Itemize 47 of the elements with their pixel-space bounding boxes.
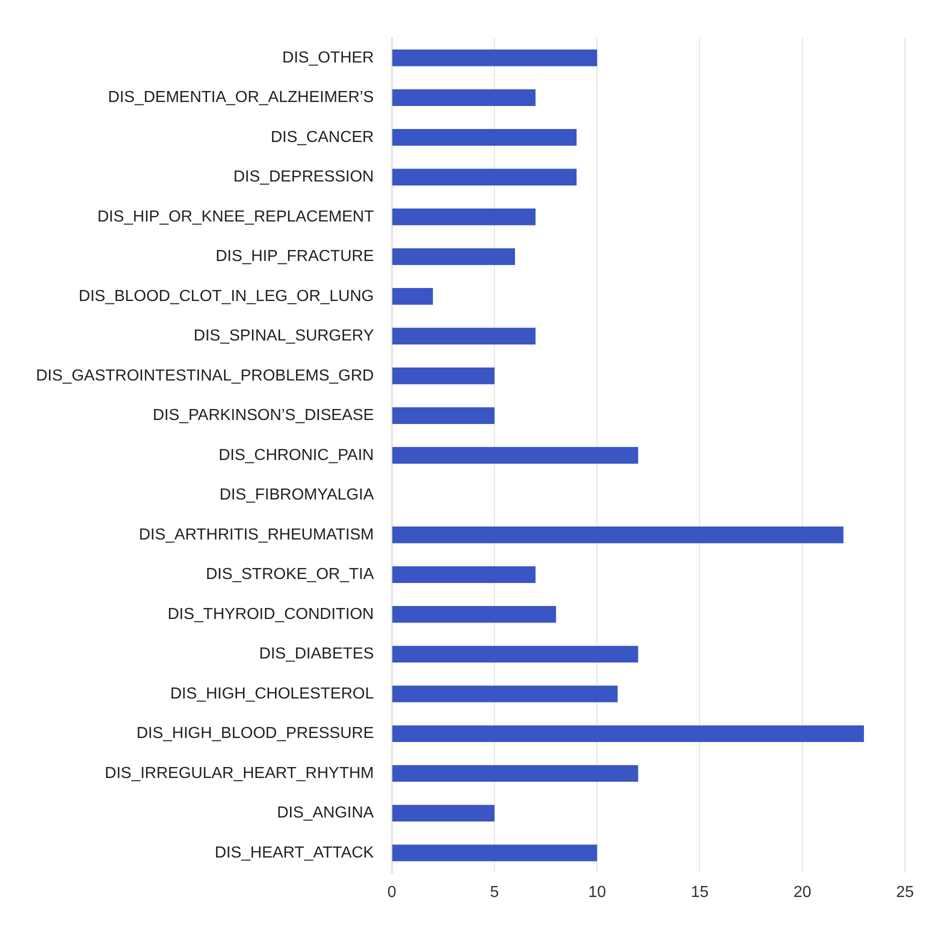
y-tick-label: DIS_CHRONIC_PAIN — [218, 446, 374, 464]
bar — [392, 368, 494, 384]
bar — [392, 248, 516, 265]
bar — [392, 725, 864, 742]
y-tick-label: DIS_PARKINSON’S_DISEASE — [152, 407, 374, 424]
bar — [392, 129, 577, 146]
y-tick-label: DIS_DIABETES — [259, 646, 374, 663]
y-tick-label: DIS_HIGH_BLOOD_PRESSURE — [136, 725, 374, 742]
x-tick-label: 5 — [490, 884, 500, 901]
bar — [392, 686, 618, 702]
x-tick-label: 0 — [387, 884, 396, 901]
y-tick-label: DIS_SPINAL_SURGERY — [194, 328, 374, 345]
x-tick-label: 10 — [588, 884, 606, 901]
bar — [392, 168, 577, 186]
y-tick-label: DIS_OTHER — [282, 49, 374, 66]
y-tick-label: DIS_THYROID_CONDITION — [168, 606, 374, 623]
y-tick-label: DIS_FIBROMYALGIA — [219, 486, 374, 504]
bar — [392, 526, 844, 544]
bar — [392, 646, 638, 663]
y-tick-label: DIS_DEMENTIA_OR_ALZHEIMER’S — [108, 89, 374, 106]
bar — [392, 606, 556, 623]
y-tick-label: DIS_STROKE_OR_TIA — [206, 566, 374, 584]
y-tick-label: DIS_IRREGULAR_HEART_RHYTHM — [104, 764, 374, 782]
y-tick-label: DIS_HIGH_CHOLESTEROL — [170, 685, 374, 702]
x-tick-label: 25 — [896, 884, 914, 901]
y-tick-label: DIS_HIP_FRACTURE — [216, 248, 374, 266]
bar — [392, 765, 638, 782]
bar — [392, 566, 536, 584]
bar — [392, 407, 494, 424]
y-tick-label: DIS_HEART_ATTACK — [214, 844, 374, 862]
bar — [392, 50, 598, 66]
bar — [392, 89, 536, 106]
y-tick-label: DIS_CANCER — [270, 128, 374, 146]
bar — [392, 804, 494, 822]
y-tick-label: DIS_GASTROINTESTINAL_PROBLEMS_GRD — [36, 367, 374, 384]
x-tick-label: 20 — [793, 884, 812, 901]
y-tick-label: DIS_ARTHRITIS_RHEUMATISM — [138, 526, 374, 544]
bar — [392, 844, 598, 862]
y-tick-label: DIS_HIP_OR_KNEE_REPLACEMENT — [97, 208, 374, 226]
y-tick-label: DIS_BLOOD_CLOT_IN_LEG_OR_LUNG — [78, 288, 374, 305]
bar — [392, 288, 433, 305]
bar — [392, 447, 638, 464]
bar — [392, 208, 536, 226]
x-tick-label: 15 — [690, 884, 709, 901]
y-tick-label: DIS_DEPRESSION — [233, 168, 374, 186]
y-tick-label: DIS_ANGINA — [276, 804, 374, 822]
bar — [392, 328, 536, 344]
